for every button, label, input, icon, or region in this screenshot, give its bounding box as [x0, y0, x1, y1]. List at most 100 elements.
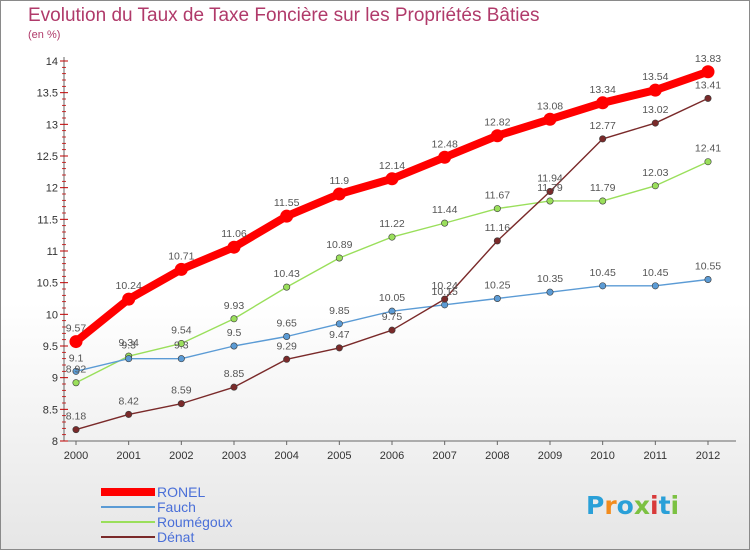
data-label: 9.1 — [69, 352, 84, 364]
data-point — [493, 205, 501, 213]
data-label: 11.67 — [485, 190, 511, 202]
data-point — [283, 283, 291, 291]
data-point — [227, 240, 241, 254]
data-point — [599, 135, 607, 143]
y-tick-label: 13.5 — [37, 88, 58, 100]
data-point — [125, 355, 133, 363]
data-point — [599, 197, 607, 205]
data-point — [230, 342, 238, 350]
data-label: 13.41 — [695, 79, 721, 91]
data-point — [177, 355, 185, 363]
data-point — [69, 335, 83, 349]
y-tick-label: 14 — [46, 56, 58, 68]
x-tick-label: 2009 — [538, 450, 562, 462]
y-tick-label: 9.5 — [43, 341, 58, 353]
data-label: 9.57 — [66, 323, 87, 335]
data-label: 12.77 — [590, 120, 616, 132]
logo-letter: r — [604, 491, 617, 520]
x-tick-label: 2004 — [274, 450, 298, 462]
data-label: 8.92 — [66, 364, 87, 376]
data-point — [230, 315, 238, 323]
data-label: 12.14 — [379, 160, 405, 172]
data-label: 9.47 — [329, 329, 350, 341]
data-point — [704, 158, 712, 166]
x-tick-label: 2010 — [590, 450, 614, 462]
x-tick-label: 2012 — [696, 450, 720, 462]
data-point — [125, 410, 133, 418]
data-point — [332, 187, 346, 201]
data-point — [704, 275, 712, 283]
data-label: 11.22 — [379, 218, 405, 230]
data-point — [388, 233, 396, 241]
data-label: 9.5 — [227, 327, 242, 339]
series-line — [75, 97, 709, 431]
data-label: 11.55 — [274, 197, 300, 209]
data-label: 12.41 — [695, 143, 721, 155]
data-point — [72, 379, 80, 387]
data-label: 10.35 — [537, 273, 563, 285]
legend-label: RONEL — [157, 484, 206, 500]
x-tick-label: 2005 — [327, 450, 351, 462]
data-label: 10.24 — [116, 280, 142, 292]
data-label: 8.59 — [171, 385, 192, 397]
data-label: 10.25 — [484, 280, 510, 292]
logo-letter: i — [670, 491, 680, 520]
data-point — [441, 295, 449, 303]
data-point — [599, 282, 607, 290]
chart-title: Evolution du Taux de Taxe Foncière sur l… — [28, 5, 540, 26]
data-label: 10.05 — [379, 292, 405, 304]
legend-swatch — [101, 488, 155, 496]
data-point — [596, 96, 610, 110]
data-point — [177, 339, 185, 347]
data-label: 10.71 — [168, 250, 194, 262]
data-label: 13.83 — [695, 53, 721, 65]
y-tick-label: 10 — [46, 309, 58, 321]
data-label: 10.43 — [274, 268, 300, 280]
data-point — [280, 209, 294, 223]
logo-letter: t — [658, 491, 671, 520]
x-tick-label: 2001 — [116, 450, 140, 462]
data-label: 11.94 — [537, 172, 563, 184]
data-label: 10.45 — [590, 267, 616, 279]
y-tick-label: 13 — [46, 119, 58, 131]
logo-letter: P — [586, 491, 605, 520]
data-point — [230, 383, 238, 391]
x-tick-label: 2007 — [432, 450, 456, 462]
logo-letter: x — [633, 491, 650, 520]
data-label: 10.24 — [432, 280, 458, 292]
data-point — [283, 355, 291, 363]
data-label: 9.3 — [121, 340, 136, 352]
data-point — [493, 237, 501, 245]
y-tick-label: 10.5 — [37, 278, 58, 290]
data-point — [388, 326, 396, 334]
logo-letter: o — [616, 491, 634, 520]
data-point — [438, 150, 452, 164]
data-label: 11.16 — [485, 222, 511, 234]
data-point — [546, 197, 554, 205]
data-label: 8.42 — [118, 395, 139, 407]
y-tick-label: 12.5 — [37, 151, 58, 163]
data-point — [648, 83, 662, 97]
data-label: 9.54 — [171, 324, 192, 336]
data-point — [701, 65, 715, 79]
proxiti-logo: Proxiti — [586, 491, 679, 520]
data-label: 13.54 — [642, 71, 668, 83]
legend-label: Dénat — [157, 529, 195, 545]
data-label: 12.82 — [484, 117, 510, 129]
data-label: 13.08 — [537, 100, 563, 112]
data-label: 9.29 — [276, 340, 297, 352]
data-point — [651, 282, 659, 290]
y-tick-label: 11 — [47, 246, 58, 258]
data-label: 10.45 — [642, 267, 668, 279]
data-label: 13.02 — [642, 104, 668, 116]
data-label: 11.79 — [537, 182, 563, 194]
data-point — [651, 119, 659, 127]
data-label: 13.34 — [590, 84, 616, 96]
legend-label: Roumégoux — [157, 514, 233, 530]
data-label: 11.9 — [329, 175, 349, 187]
data-label: 12.48 — [432, 138, 458, 150]
data-label: 11.06 — [221, 228, 247, 240]
series-ronel — [69, 65, 715, 349]
logo-letter: i — [650, 491, 659, 520]
